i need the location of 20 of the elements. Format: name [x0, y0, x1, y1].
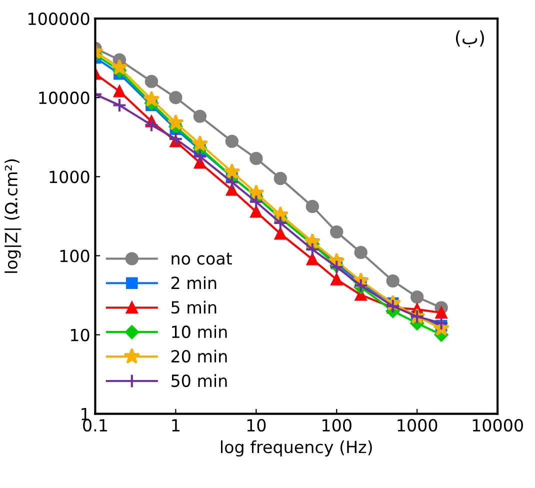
y-tick-label: 1000 — [50, 170, 90, 184]
legend-label: 50 min — [172, 374, 227, 388]
x-tick-label: 1 — [172, 419, 180, 432]
y-tick-label: 100 — [60, 250, 90, 262]
y-tick-label: 100000 — [28, 12, 90, 26]
x-tick-label: 1000 — [398, 418, 438, 432]
legend-label: 10 min — [172, 325, 227, 338]
legend-label: 2 min — [171, 276, 216, 289]
y-axis-title: log|Z| (Ω.cm²) — [4, 159, 22, 273]
y-tick-label: 10000 — [39, 92, 90, 104]
annotation: (ب) — [456, 30, 484, 48]
x-tick-label: 0.1 — [83, 418, 107, 432]
legend-label: 5 min — [172, 300, 216, 314]
legend-label: 20 min — [171, 350, 227, 363]
y-tick-label: 10 — [70, 328, 90, 342]
x-tick-label: 10000 — [472, 418, 523, 432]
x-axis-title: log frequency (Hz) — [221, 440, 372, 456]
legend-label: no coat — [172, 252, 232, 265]
x-tick-label: 10 — [247, 418, 266, 432]
x-tick-label: 100 — [322, 418, 352, 432]
